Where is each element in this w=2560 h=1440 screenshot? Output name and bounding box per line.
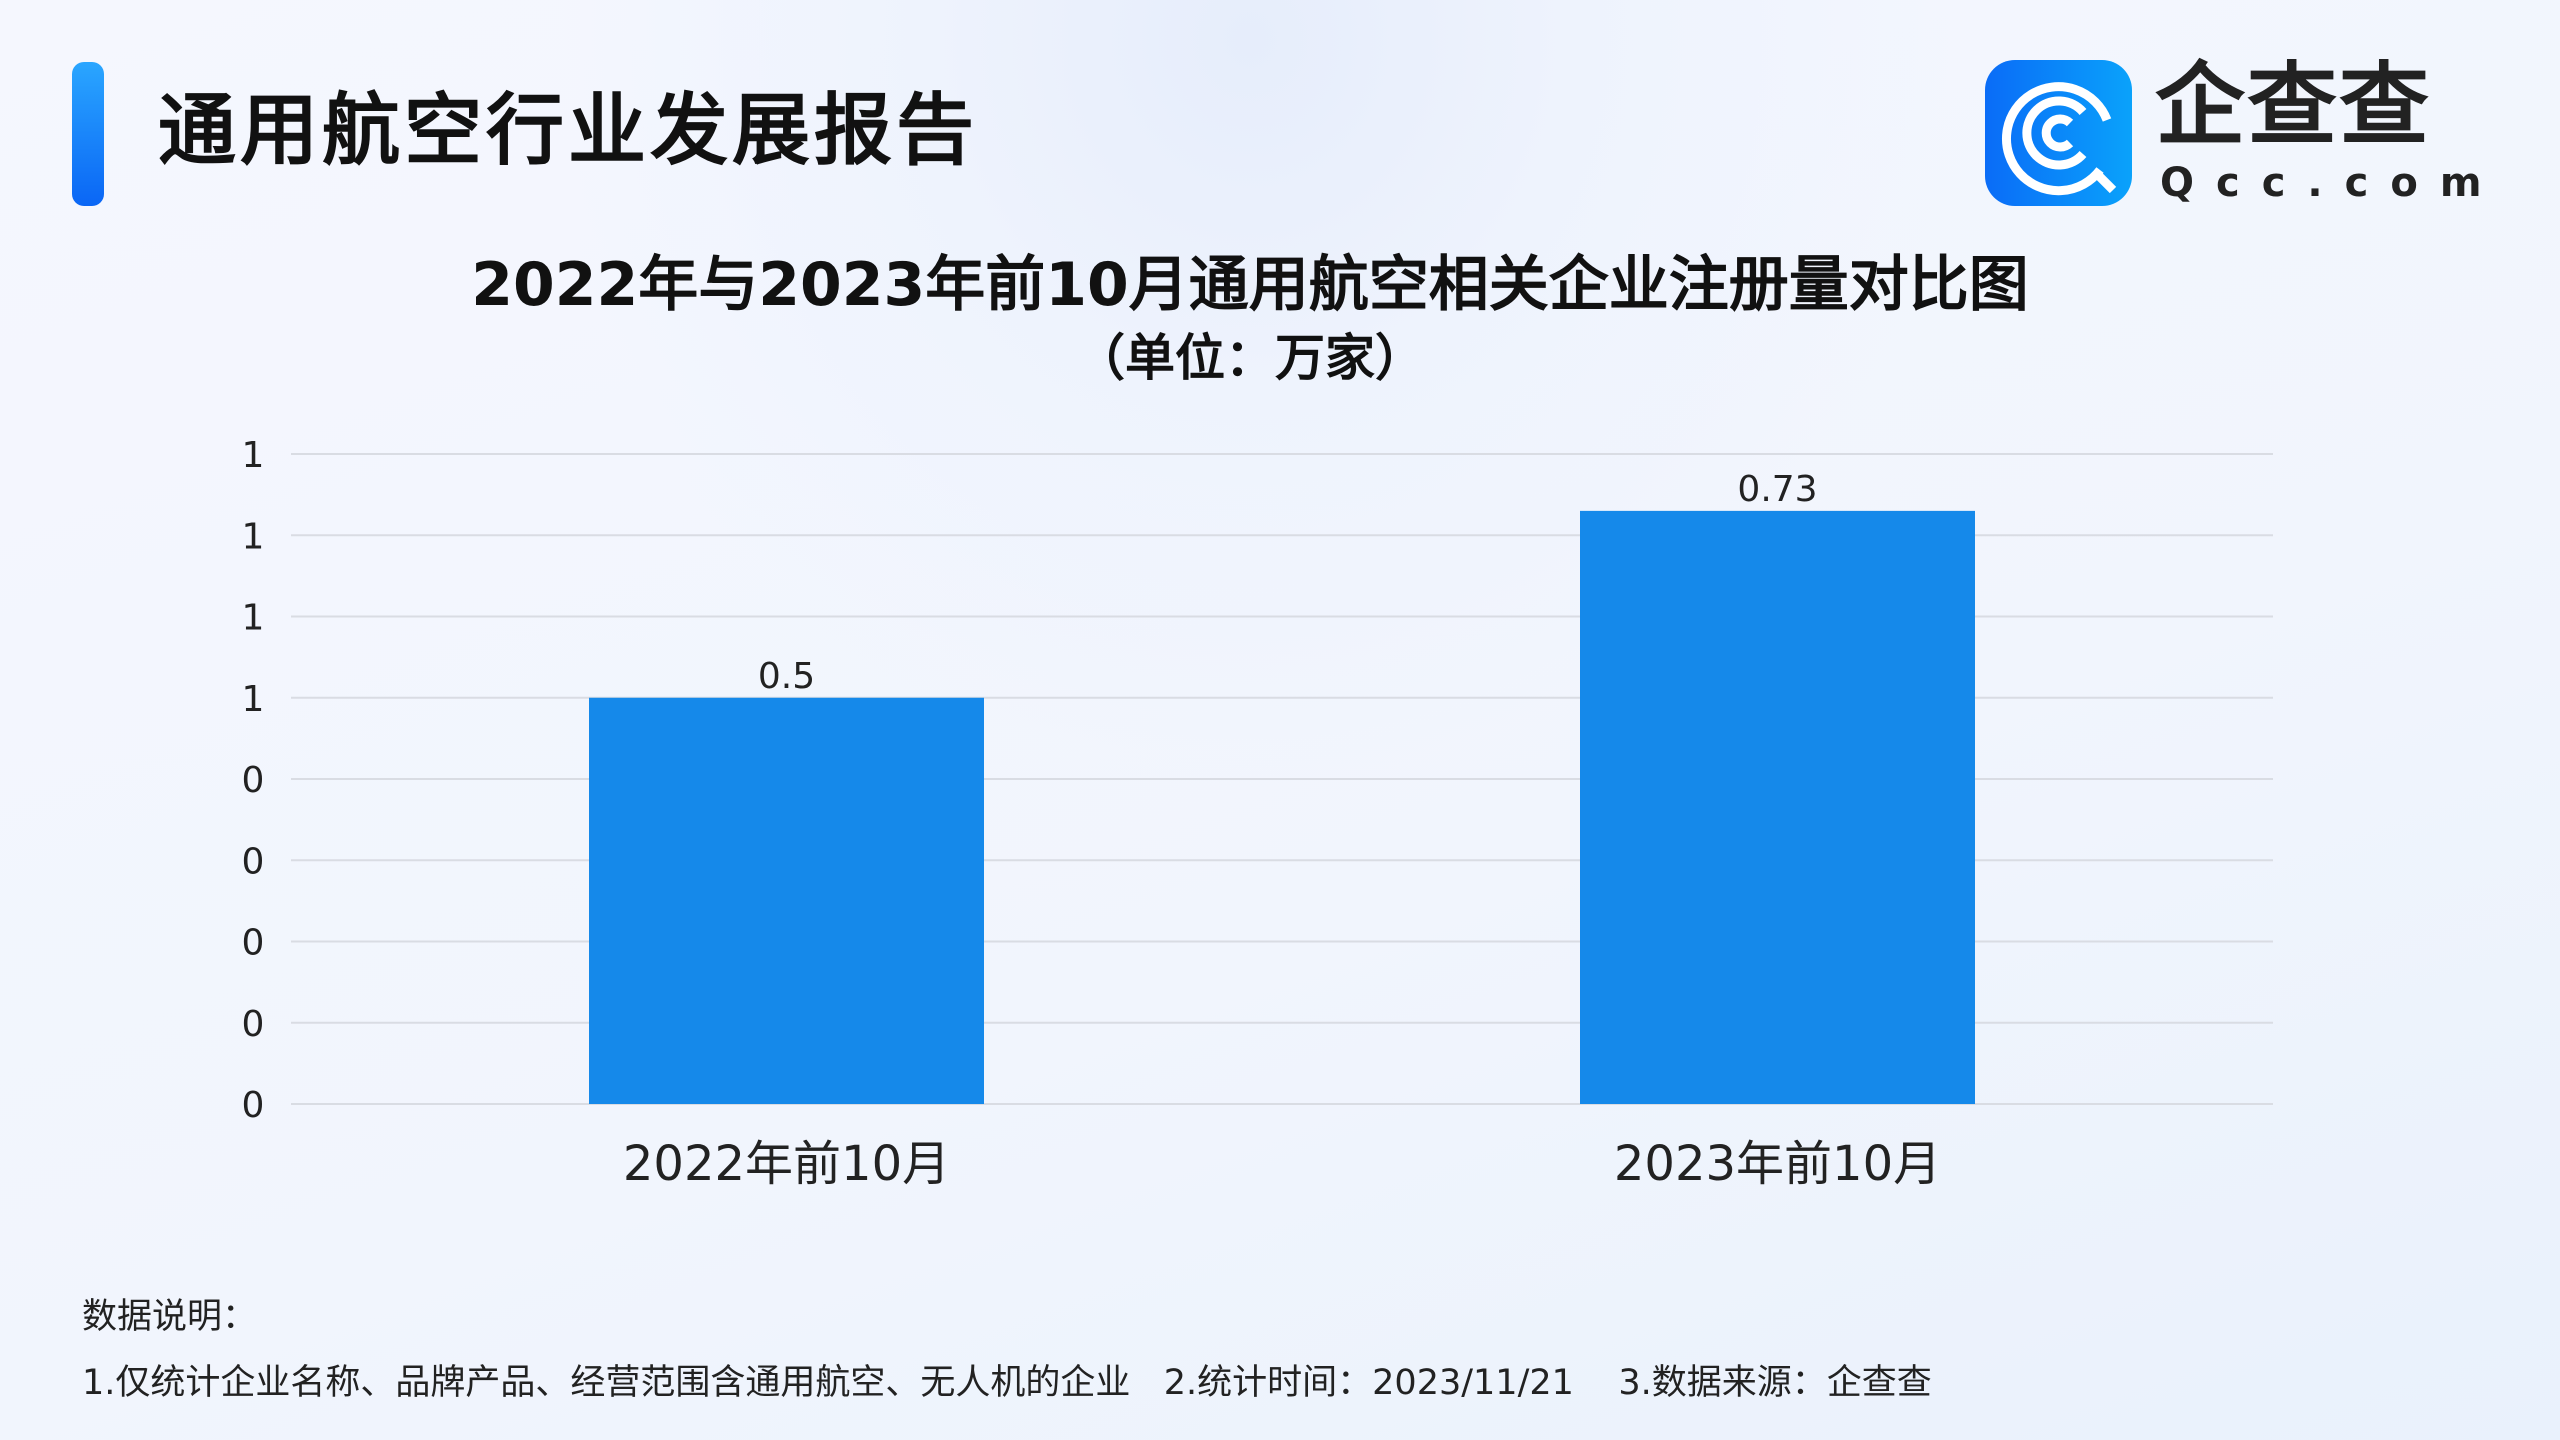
footer-label: 数据说明： xyxy=(82,1297,258,1337)
y-tick-label: 0 xyxy=(242,760,265,801)
data-label: 0.5 xyxy=(758,656,815,697)
title-accent-bar xyxy=(72,62,104,206)
bar xyxy=(1580,510,1975,1104)
y-tick-label: 1 xyxy=(242,435,265,476)
y-tick-label: 1 xyxy=(242,679,265,720)
footer-notes: 1.仅统计企业名称、品牌产品、经营范围含通用航空、无人机的企业 2.统计时间：2… xyxy=(82,1363,1932,1403)
report-title: 通用航空行业发展报告 xyxy=(158,86,979,176)
qcc-logo-icon xyxy=(1985,60,2132,206)
chart-subtitle: （单位：万家） xyxy=(1075,329,1425,387)
logo-text-en: Qcc.com xyxy=(2160,160,2504,206)
data-label: 0.73 xyxy=(1737,469,1817,510)
y-tick-label: 0 xyxy=(242,1004,265,1045)
y-tick-label: 0 xyxy=(242,923,265,964)
y-tick-label: 1 xyxy=(242,516,265,557)
qcc-logo: 企查查 Qcc.com xyxy=(1985,53,2482,206)
x-tick-label: 2023年前10月 xyxy=(1614,1136,1941,1192)
bar xyxy=(589,697,984,1104)
chart-title: 2022年与2023年前10月通用航空相关企业注册量对比图 xyxy=(471,250,2029,320)
x-tick-label: 2022年前10月 xyxy=(623,1136,950,1192)
y-tick-label: 0 xyxy=(242,1085,265,1126)
y-tick-label: 0 xyxy=(242,841,265,882)
y-tick-label: 1 xyxy=(242,598,265,639)
logo-text-cn: 企查查 xyxy=(2155,53,2431,158)
